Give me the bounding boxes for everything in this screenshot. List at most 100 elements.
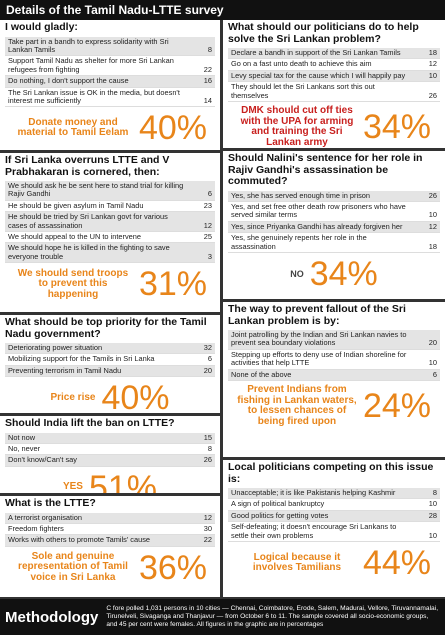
answer-value: 18 — [428, 241, 437, 251]
answer-value: 10 — [428, 70, 437, 80]
answer-value: 20 — [203, 365, 212, 375]
answer-row: Yes, and set free other death row prison… — [228, 202, 440, 222]
answer-text: Preventing terrorism in Tamil Nadu — [8, 365, 122, 375]
answer-value: 18 — [428, 48, 437, 57]
answer-value: 3 — [207, 251, 212, 261]
question: What should our politicians do to help s… — [228, 21, 419, 45]
answer-text: We should hope he is killed in the fight… — [8, 243, 170, 261]
highlight: We should send troops to prevent this ha… — [5, 267, 215, 301]
answer-value: 23 — [203, 200, 212, 210]
answer-value: 10 — [428, 530, 437, 540]
survey-section: Local politicians competing on this issu… — [223, 460, 445, 600]
answer-text: A sign of political bankruptcy — [231, 499, 325, 509]
answer-row: Mobilizing support for the Tamils in Sri… — [5, 354, 215, 366]
survey-section: If Sri Lanka overruns LTTE and V Prabhak… — [0, 153, 220, 315]
answer-value: 20 — [428, 338, 437, 348]
answer-value: 15 — [203, 432, 212, 442]
answer-text: We should appeal to the UN to intervene — [8, 232, 141, 242]
highlight-text: Donate money and material to Tamil Eelam — [17, 116, 129, 139]
answer-row: We should hope he is killed in the fight… — [5, 243, 215, 264]
survey-section: The way to prevent fallout of the Sri La… — [223, 302, 445, 460]
methodology-title: Methodology — [5, 608, 99, 626]
answer-value: 12 — [203, 512, 212, 522]
answer-value: 10 — [428, 358, 437, 368]
answer-row: No, never 8 — [5, 443, 215, 456]
question: The way to prevent fallout of the Sri La… — [228, 303, 406, 327]
answer-text: Unacceptable; it is like Pakistanis help… — [231, 488, 396, 497]
answer-row: They should let the Sri Lankans sort thi… — [228, 82, 440, 103]
question: I would gladly: — [5, 21, 78, 33]
answer-text: Deteriorating power situation — [8, 343, 103, 352]
footer: Methodology C fore polled 1,031 persons … — [0, 599, 445, 635]
answer-row: None of the above 6 — [228, 369, 440, 382]
highlight-text: NO — [290, 268, 304, 279]
answer-text: Do nothing, I don't support the cause — [8, 76, 129, 86]
answer-row: We should ask he be sent here to stand t… — [5, 181, 215, 201]
answer-row: Not now 15 — [5, 432, 215, 444]
answer-text: Levy special tax for the cause which I w… — [231, 70, 406, 80]
highlight-percent: 24% — [362, 387, 432, 426]
highlight-text: Price rise — [50, 391, 96, 403]
answer-value: 10 — [428, 210, 437, 220]
answer-rows: Unacceptable; it is like Pakistanis help… — [228, 488, 440, 543]
answer-rows: Declare a bandh in support of the Sri La… — [228, 48, 440, 103]
answer-row: A sign of political bankruptcy 10 — [228, 499, 440, 511]
answer-text: Yes, since Priyanka Gandhi has already f… — [231, 221, 403, 231]
survey-section: Should India lift the ban on LTTE? Not no… — [0, 416, 220, 496]
answer-text: Stepping up efforts to deny use of India… — [231, 349, 407, 368]
answer-row: Deteriorating power situation 32 — [5, 343, 215, 355]
answer-text: No, never — [8, 443, 41, 453]
answer-row: Do nothing, I don't support the cause 16 — [5, 76, 215, 88]
answer-value: 14 — [203, 95, 212, 105]
highlight-percent: 34% — [309, 254, 378, 293]
divider — [220, 20, 223, 600]
answer-row: Stepping up efforts to deny use of India… — [228, 350, 440, 370]
question: What should be top priority for the Tami… — [5, 316, 207, 340]
answer-row: Good politics for getting votes 28 — [228, 510, 440, 523]
highlight-percent: 31% — [138, 265, 208, 304]
survey-section: What is the LTTE? A terrorist organisatio… — [0, 496, 220, 600]
answer-text: Take part in a bandh to express solidari… — [8, 36, 169, 54]
survey-section: What should be top priority for the Tami… — [0, 315, 220, 416]
answer-rows: Joint patrolling by the Indian and Sri L… — [228, 330, 440, 382]
question: Should India lift the ban on LTTE? — [5, 417, 175, 429]
answer-value: 6 — [207, 354, 212, 364]
answer-value: 6 — [207, 189, 212, 199]
answer-text: Self-defeating; it doesn't encourage Sri… — [231, 522, 397, 540]
answer-value: 30 — [203, 523, 212, 533]
answer-row: Preventing terrorism in Tamil Nadu 20 — [5, 365, 215, 378]
answer-rows: We should ask he be sent here to stand t… — [5, 181, 215, 264]
highlight-percent: 40% — [101, 379, 170, 416]
answer-value: 12 — [203, 220, 212, 230]
question: If Sri Lanka overruns LTTE and V Prabhak… — [5, 154, 170, 178]
answer-value: 12 — [428, 59, 437, 69]
answer-value: 10 — [428, 499, 437, 509]
highlight-percent: 51% — [88, 468, 158, 496]
question: What is the LTTE? — [5, 497, 96, 509]
answer-value: 8 — [432, 488, 437, 497]
answer-text: A terrorist organisation — [8, 512, 82, 522]
survey-section: Should Nalini's sentence for her role in… — [223, 151, 445, 302]
answer-text: Joint patrolling by the Indian and Sri L… — [231, 330, 407, 348]
highlight-text: Logical because it involves Tamilians — [252, 551, 342, 574]
answer-value: 16 — [203, 76, 212, 86]
answer-value: 32 — [203, 343, 212, 352]
answer-text: Mobilizing support for the Tamils in Sri… — [8, 354, 155, 364]
answer-text: Yes, she genuinely repents her role in t… — [231, 233, 367, 251]
answer-value: 26 — [428, 190, 437, 200]
answer-value: 25 — [203, 232, 212, 242]
answer-row: The Sri Lankan issue is OK in the media,… — [5, 88, 215, 108]
highlight: Price rise 40% — [5, 379, 215, 416]
answer-row: Yes, she genuinely repents her role in t… — [228, 233, 440, 253]
answer-rows: Take part in a bandh to express solidari… — [5, 36, 215, 108]
highlight-text: DMK should cut off ties with the UPA for… — [240, 105, 354, 148]
answer-text: Yes, and set free other death row prison… — [231, 201, 406, 220]
highlight-percent: 34% — [362, 108, 432, 147]
highlight: Donate money and material to Tamil Eelam… — [5, 111, 215, 145]
answer-text: The Sri Lankan issue is OK in the media,… — [8, 87, 180, 105]
answer-text: Support Tamil Nadu as shelter for more S… — [8, 56, 174, 74]
answer-text: They should let the Sri Lankans sort thi… — [231, 82, 375, 100]
answer-text: Don't know/Can't say — [8, 455, 77, 465]
answer-row: Works with others to promote Tamils' cau… — [5, 535, 215, 547]
